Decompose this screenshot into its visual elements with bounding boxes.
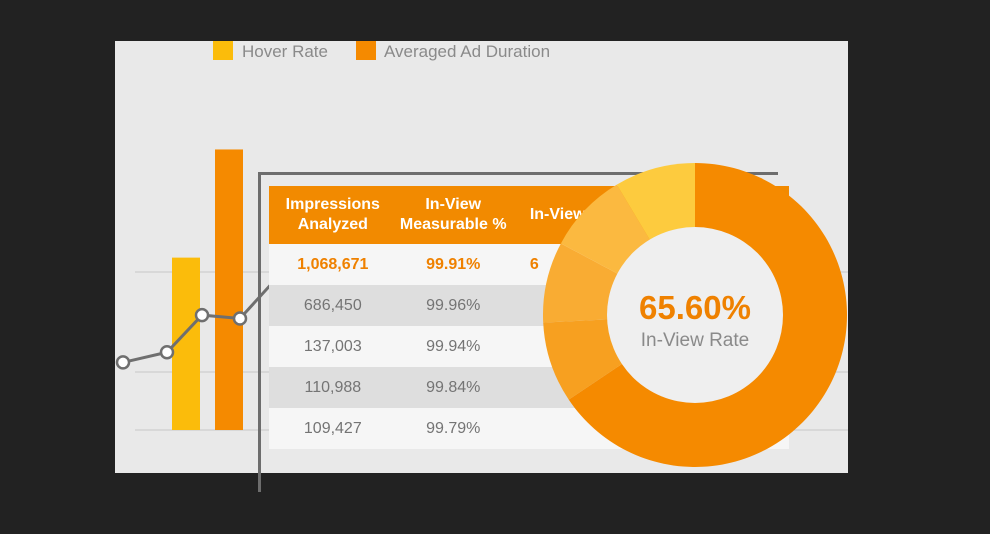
table-cell: 99.84% — [396, 367, 510, 408]
trend-point-1 — [159, 345, 175, 360]
legend-ad-duration: Averaged Ad Duration — [384, 42, 550, 61]
table-cell: 99.96% — [396, 285, 510, 326]
table-cell: 686,450 — [269, 285, 397, 326]
legend-swatch-ad-duration — [356, 41, 376, 60]
donut-label: In-View Rate — [641, 330, 749, 351]
trend-point-3 — [232, 311, 248, 326]
trend-point-2 — [194, 307, 210, 323]
donut-hole — [607, 227, 783, 403]
donut-value: 65.60% — [639, 289, 751, 326]
header-measurable: In-View Measurable % — [396, 186, 510, 244]
bar-ad-duration-0 — [215, 149, 243, 430]
table-cell: 110,988 — [269, 367, 397, 408]
table-cell: 99.94% — [396, 326, 510, 367]
table-cell: 1,068,671 — [269, 244, 397, 285]
in-view-donut: 65.60% In-View Rate — [543, 163, 847, 468]
legend-swatch-hover-rate — [213, 41, 233, 60]
legend-hover-rate: Hover Rate — [242, 42, 328, 61]
table-cell: 99.91% — [396, 244, 510, 285]
trend-point-0 — [115, 355, 131, 370]
header-impressions: Impressions Analyzed — [269, 186, 397, 244]
table-cell: 137,003 — [269, 326, 397, 367]
table-cell: 99.79% — [396, 408, 510, 449]
table-cell: 109,427 — [269, 408, 397, 449]
table-card-frame — [258, 172, 778, 492]
